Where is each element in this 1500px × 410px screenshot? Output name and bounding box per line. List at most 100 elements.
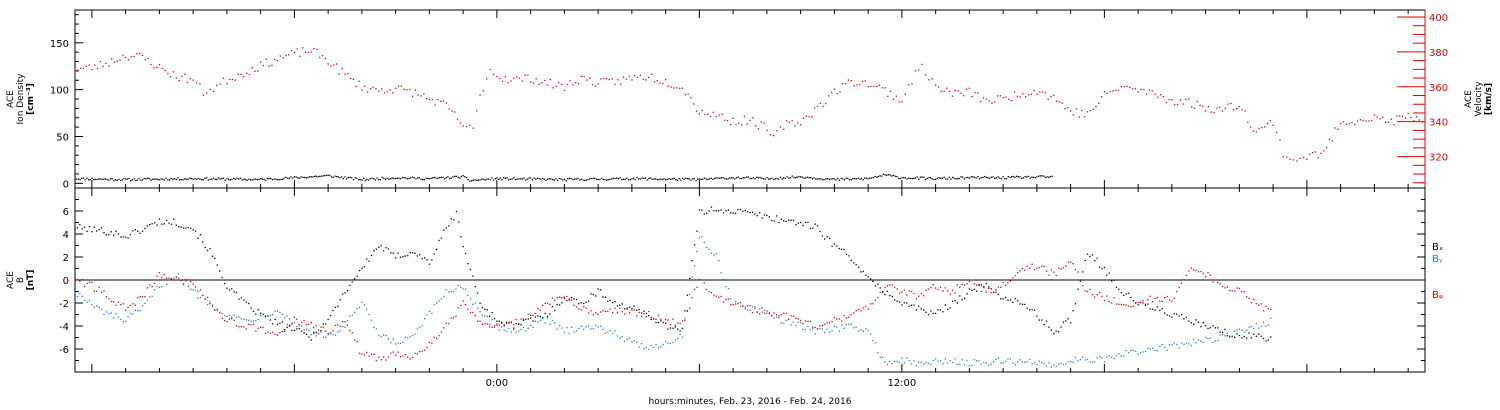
density-point — [1017, 176, 1019, 178]
velocity-point — [1123, 86, 1125, 88]
b-field-point — [472, 311, 474, 314]
b-field-point — [1205, 325, 1207, 327]
b-field-point — [964, 364, 966, 366]
b-field-point — [1185, 316, 1187, 319]
velocity-point — [1314, 151, 1316, 153]
b-field-point — [807, 221, 809, 223]
b-field-point — [694, 265, 696, 267]
b-field-point — [113, 317, 115, 319]
density-point — [734, 178, 736, 180]
velocity-point — [486, 78, 488, 80]
b-field-point — [243, 326, 245, 328]
density-point — [538, 177, 540, 180]
density-point — [258, 178, 260, 180]
density-point — [533, 177, 535, 179]
density-point — [1041, 175, 1043, 177]
b-field-point — [1094, 296, 1096, 298]
b-field-point — [520, 324, 522, 326]
b-field-point — [706, 212, 708, 215]
velocity-point — [1207, 106, 1210, 108]
velocity-point — [1289, 158, 1291, 160]
b-field-point — [956, 363, 958, 366]
velocity-point — [1373, 114, 1376, 116]
b-field-point — [1197, 339, 1200, 341]
velocity-point — [507, 82, 509, 84]
b-field-point — [1004, 360, 1007, 362]
b-field-point — [337, 305, 339, 307]
velocity-point — [251, 67, 253, 69]
velocity-point — [620, 83, 622, 85]
b-field-point — [1118, 288, 1120, 290]
density-point — [579, 179, 581, 181]
b-field-point — [850, 314, 852, 316]
velocity-point — [1348, 123, 1350, 125]
density-point — [309, 176, 311, 178]
density-point — [280, 178, 282, 181]
density-point — [177, 177, 179, 179]
b-field-point — [800, 319, 802, 322]
density-point — [572, 178, 574, 181]
b-field-point — [322, 323, 324, 325]
velocity-point — [890, 90, 892, 92]
b-field-point — [677, 337, 679, 340]
b-field-point — [1217, 339, 1219, 342]
b-field-point — [877, 352, 879, 354]
b-field-point — [889, 294, 891, 297]
x-tick-label: 0:00 — [486, 378, 508, 389]
b-field-point — [708, 210, 710, 212]
b-field-point — [231, 318, 233, 320]
density-point — [913, 177, 915, 180]
b-field-point — [1072, 263, 1074, 265]
b-field-point — [773, 220, 775, 222]
density-point — [364, 179, 366, 181]
b-field-point — [571, 297, 573, 299]
b-field-point — [337, 324, 339, 326]
velocity-point — [1210, 111, 1212, 113]
b-field-point — [361, 353, 363, 355]
density-point — [891, 175, 893, 177]
b-field-point — [424, 349, 426, 351]
density-point — [793, 176, 795, 179]
velocity-point — [310, 51, 312, 53]
velocity-point — [864, 80, 866, 82]
b-field-point — [1009, 280, 1012, 282]
b-field-point — [346, 290, 349, 292]
b-field-point — [804, 221, 807, 224]
density-point — [712, 178, 714, 180]
density-point — [903, 176, 905, 179]
b-field-point — [954, 292, 956, 294]
b-field-point — [1004, 296, 1007, 299]
b-field-point — [1079, 280, 1081, 282]
density-point — [617, 177, 620, 180]
b-field-point — [578, 328, 580, 330]
b-field-point — [98, 306, 100, 308]
b-field-point — [563, 296, 566, 298]
b-field-point — [1103, 299, 1106, 302]
b-field-point — [722, 212, 725, 214]
density-point — [828, 178, 830, 180]
b-field-point — [158, 218, 161, 220]
b-field-point — [1197, 321, 1200, 323]
b-field-point — [313, 332, 315, 334]
b-field-point — [493, 318, 496, 320]
velocity-point — [94, 64, 96, 66]
b-field-point — [1147, 303, 1149, 305]
b-field-point — [453, 219, 455, 221]
density-point — [702, 178, 704, 180]
velocity-point — [994, 101, 996, 103]
velocity-point — [1275, 131, 1278, 134]
b-field-point — [824, 323, 826, 325]
density-point — [757, 177, 760, 179]
b-field-point — [1262, 321, 1265, 323]
density-point — [170, 177, 172, 180]
b-field-point — [595, 324, 597, 327]
b-field-point — [209, 301, 211, 303]
b-field-point — [301, 321, 303, 324]
b-field-point — [286, 324, 288, 326]
velocity-point — [372, 86, 374, 88]
b-field-point — [276, 334, 279, 336]
velocity-point — [243, 76, 245, 78]
velocity-point — [1044, 92, 1046, 94]
density-point — [953, 177, 955, 179]
b-field-point — [542, 317, 544, 319]
